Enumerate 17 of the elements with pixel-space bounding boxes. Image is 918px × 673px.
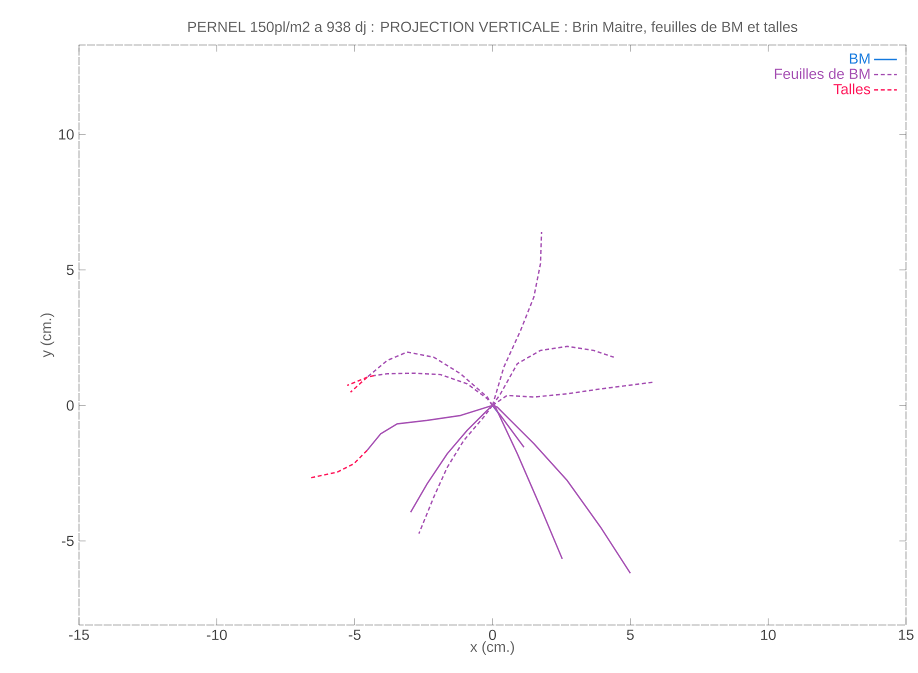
x-tick-label: 5 (626, 630, 634, 640)
x-tick-label: 10 (761, 630, 776, 640)
x-tick-label: 0 (488, 630, 496, 640)
y-tick-label: 0 (66, 400, 74, 411)
legend-label: Feuilles de BM (774, 68, 870, 80)
x-axis-title: x (cm.) (470, 641, 514, 655)
legend-label: BM (850, 54, 870, 64)
y-axis-title: y (cm.) (40, 314, 54, 358)
x-tick-label: 15 (898, 630, 914, 640)
y-tick-label: 5 (66, 264, 74, 276)
legend-label: Talles (834, 84, 870, 94)
x-tick-label: -15 (69, 630, 89, 640)
x-tick-label: -10 (206, 630, 227, 640)
x-tick-label: -5 (348, 630, 361, 640)
chart-title: PERNEL 150pl/m2 a 938 dj : PROJECTION VERTICALE : Brin Maitre, feuilles de BM et talles (188, 21, 798, 35)
y-tick-label: 10 (59, 129, 74, 140)
y-tick-label: -5 (62, 536, 74, 546)
